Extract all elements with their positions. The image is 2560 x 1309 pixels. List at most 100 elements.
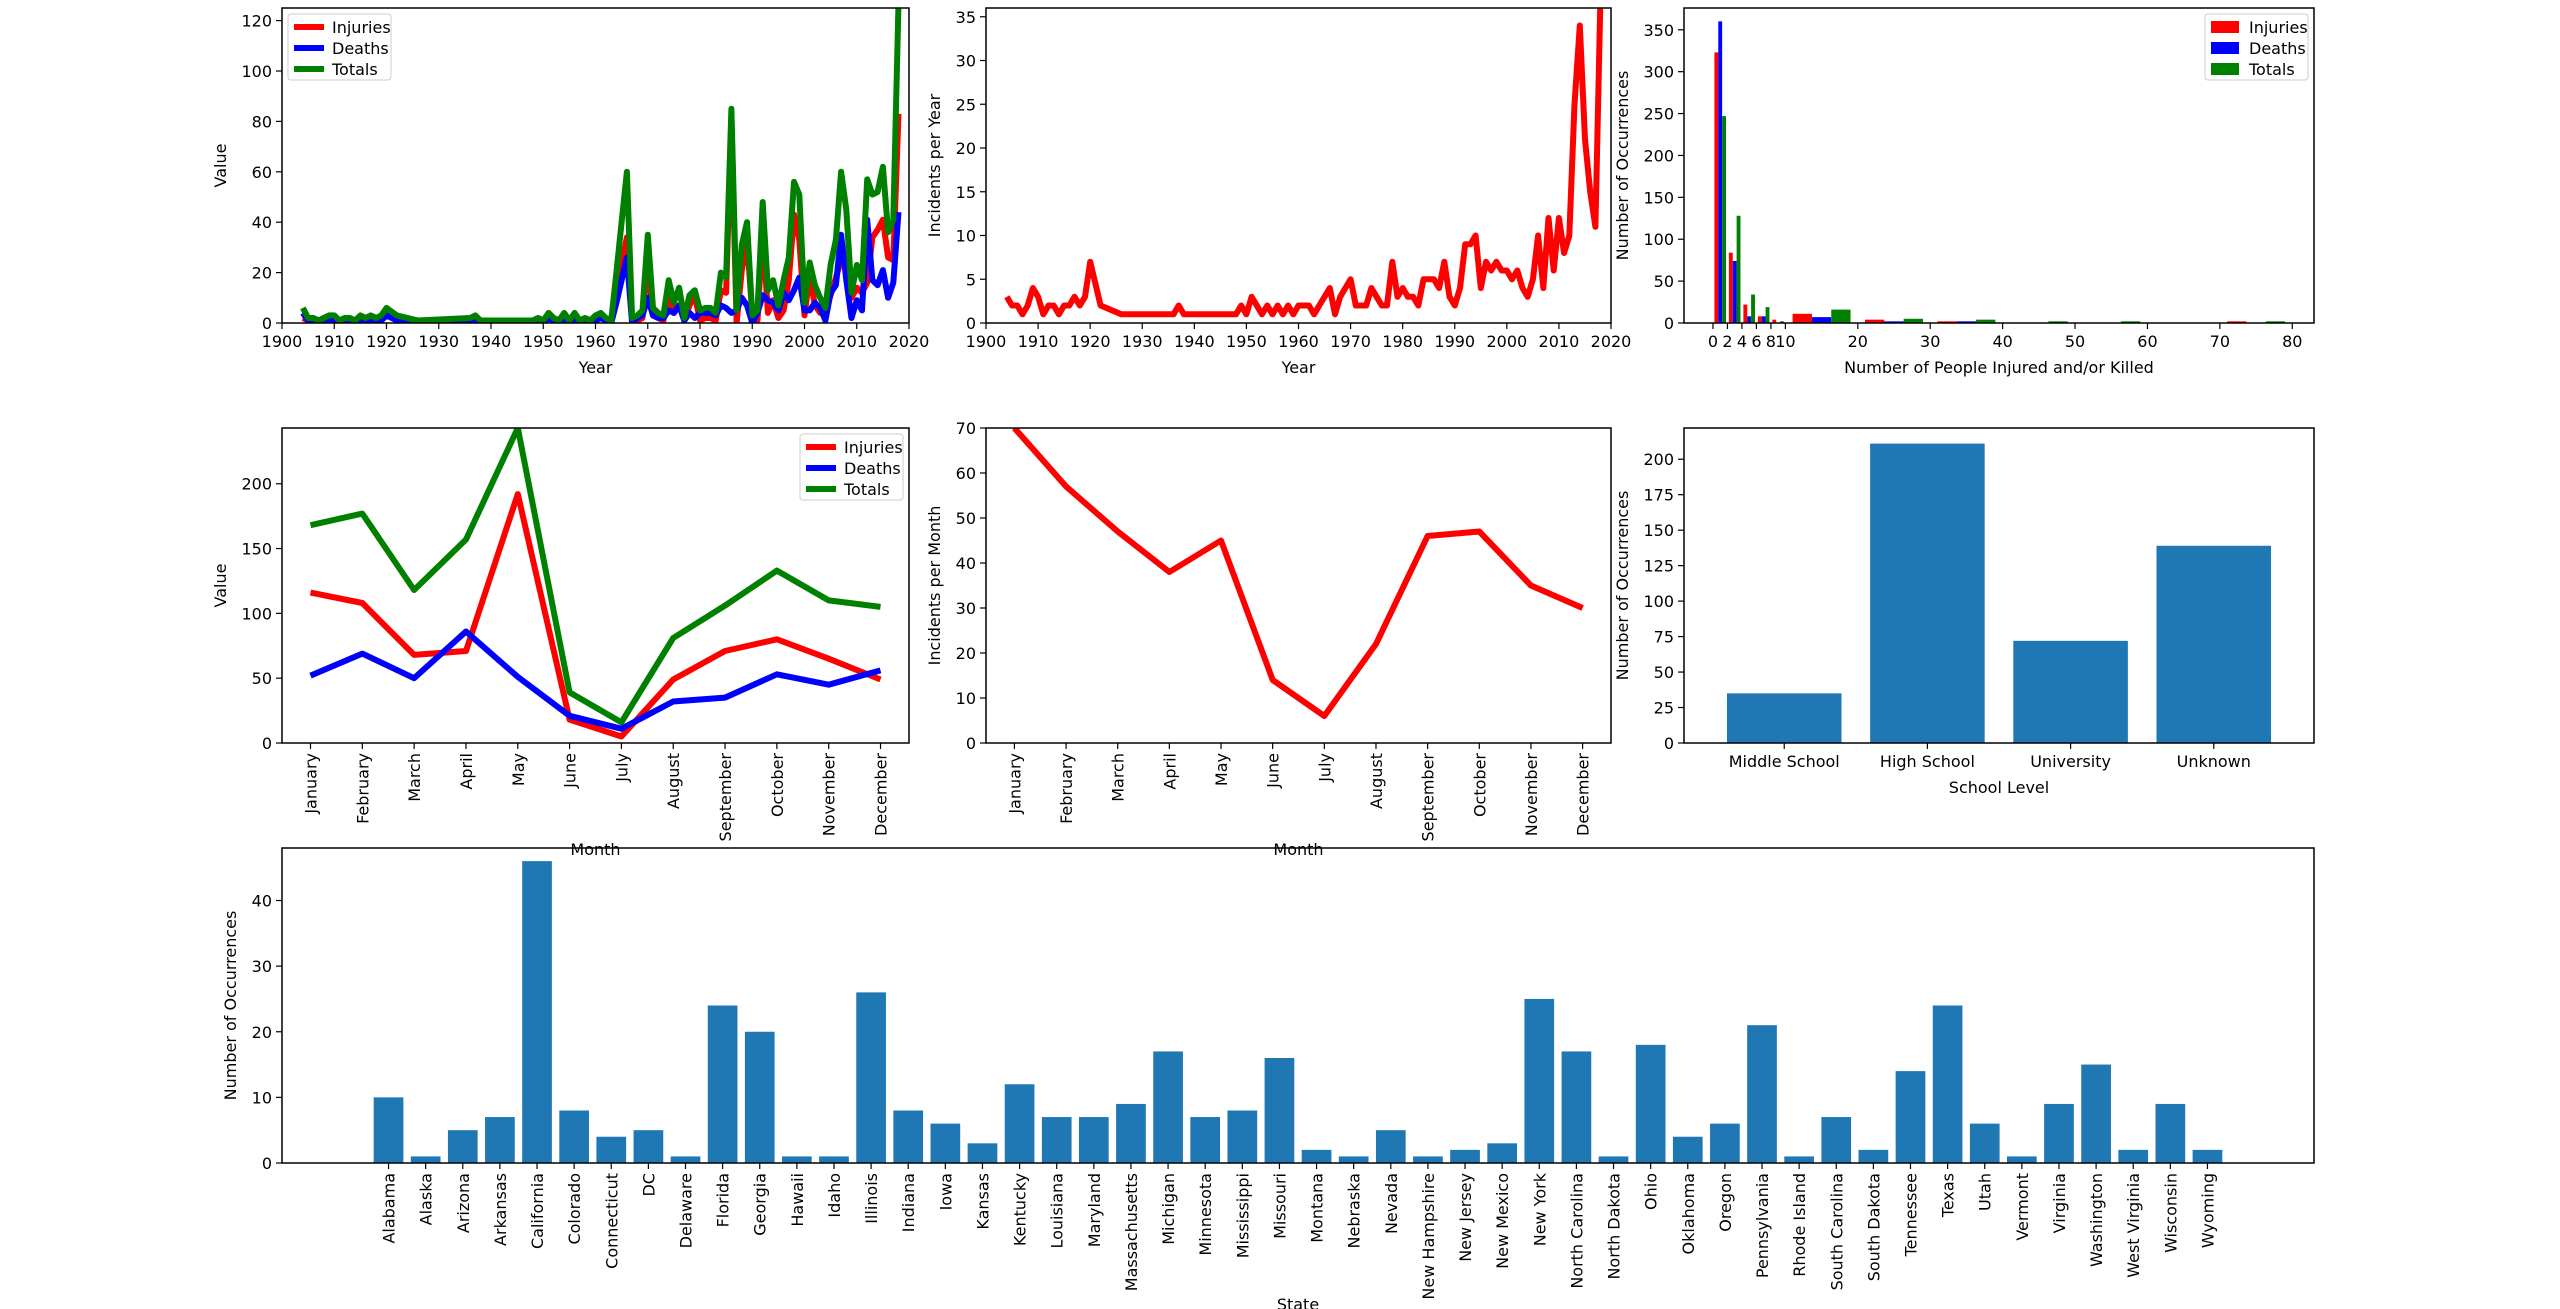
- x-tick-label: January: [302, 753, 321, 815]
- bar-totals: [2120, 321, 2141, 323]
- y-tick-label: 60: [252, 163, 272, 182]
- x-tick-label: 1970: [627, 332, 668, 351]
- legend: Injuries Deaths Totals: [287, 13, 392, 81]
- x-tick-label: 2000: [784, 332, 825, 351]
- x-tick-label: April: [457, 753, 476, 790]
- x-tick-label: High School: [1880, 752, 1975, 771]
- x-tick-label: 2010: [836, 332, 877, 351]
- y-tick-label: 200: [241, 475, 272, 494]
- y-axis-label: Incidents per Month: [925, 506, 944, 666]
- x-tick-label: Missouri: [1270, 1173, 1289, 1239]
- x-tick-label: Alaska: [417, 1173, 436, 1225]
- x-tick-label: Idaho: [825, 1173, 844, 1218]
- x-tick-label: Unknown: [2177, 752, 2251, 771]
- x-tick-label: Montana: [1308, 1173, 1327, 1243]
- bar: [2156, 545, 2272, 743]
- x-tick-label: Hawaii: [788, 1173, 807, 1227]
- bar-totals: [2265, 321, 2286, 323]
- x-tick-label: 1910: [314, 332, 355, 351]
- x-tick-label: Colorado: [565, 1173, 584, 1245]
- x-tick-label: 80: [2282, 332, 2302, 351]
- line-totals: [309, 428, 881, 726]
- bar: [2081, 1064, 2111, 1163]
- x-tick-label: Minnesota: [1196, 1173, 1215, 1256]
- y-tick-label: 250: [1643, 105, 1674, 124]
- bar-totals: [2048, 321, 2068, 323]
- y-tick-label: 35: [956, 8, 976, 27]
- y-axis-label: Number of Occurrences: [1613, 71, 1632, 261]
- x-tick-label: Virginia: [2050, 1173, 2069, 1233]
- x-tick-label: 2020: [1591, 332, 1632, 351]
- x-tick-label: 1940: [1174, 332, 1215, 351]
- y-tick-label: 30: [956, 599, 976, 618]
- bar-injuries: [1714, 52, 1719, 323]
- chart-school-level: 0 25 50 75 100 125 150 175 200 Middle School High …: [1613, 427, 2315, 797]
- y-tick-label: 150: [241, 540, 272, 559]
- x-tick-label: 4: [1737, 332, 1747, 351]
- x-tick-label: September: [716, 753, 735, 842]
- bar-deaths: [1884, 321, 1904, 323]
- chart-state: 0 10 20 30 40 Alabama Alaska Arizona Arkansas Cal…: [221, 847, 2315, 1309]
- x-tick-label: California: [528, 1173, 547, 1249]
- y-tick-label: 40: [956, 554, 976, 573]
- x-tick-label: 1900: [262, 332, 303, 351]
- x-tick-label: 1960: [1278, 332, 1319, 351]
- legend-box: [799, 433, 904, 501]
- bar: [1227, 1110, 1258, 1163]
- bar: [1821, 1117, 1852, 1163]
- legend: Injuries Deaths Totals: [2204, 13, 2309, 81]
- y-tick-label: 70: [956, 419, 976, 438]
- y-tick-label: 175: [1643, 486, 1674, 505]
- line-series: [1004, 8, 1604, 318]
- x-tick-label: North Dakota: [1605, 1173, 1624, 1280]
- y-tick-label: 25: [956, 95, 976, 114]
- x-tick-label: West Virginia: [2124, 1173, 2143, 1278]
- x-tick-label: 20: [1848, 332, 1868, 351]
- x-tick-label: 1910: [1018, 332, 1059, 351]
- bar-totals: [1722, 116, 1726, 323]
- bar: [782, 1156, 812, 1163]
- x-tick-label: 1940: [471, 332, 512, 351]
- y-tick-label: 0: [262, 314, 272, 333]
- axes-frame: [1683, 427, 2315, 744]
- y-tick-label: 40: [252, 213, 272, 232]
- bar-deaths: [1732, 261, 1737, 323]
- legend-label: Deaths: [2249, 39, 2306, 58]
- y-tick-label: 5: [966, 270, 976, 289]
- x-tick-label: 1960: [575, 332, 616, 351]
- bar-injuries: [1772, 319, 1777, 323]
- bar: [2044, 1103, 2074, 1163]
- bar: [2155, 1103, 2186, 1163]
- x-tick-label: Georgia: [751, 1173, 770, 1236]
- bar: [1710, 1123, 1740, 1163]
- axes-frame: [1683, 7, 2315, 324]
- x-tick-label: 1930: [1122, 332, 1163, 351]
- line-deaths: [300, 211, 902, 323]
- bar: [1932, 1005, 1963, 1163]
- bar: [1598, 1156, 1629, 1163]
- y-tick-label: 300: [1643, 63, 1674, 82]
- x-tick-label: March: [405, 753, 424, 802]
- line-injuries: [301, 113, 902, 323]
- x-tick-label: Arkansas: [491, 1173, 510, 1246]
- y-tick-label: 75: [1654, 628, 1674, 647]
- x-tick-label: University: [2030, 752, 2111, 771]
- x-tick-label: Texas: [1939, 1173, 1958, 1218]
- x-tick-label: January: [1005, 753, 1024, 815]
- x-tick-label: Alabama: [380, 1173, 399, 1244]
- y-tick-label: 100: [241, 604, 272, 623]
- x-tick-label: 2010: [1539, 332, 1580, 351]
- y-tick-label: 20: [252, 264, 272, 283]
- x-tick-label: 0: [1708, 332, 1718, 351]
- y-tick-label: 100: [1643, 592, 1674, 611]
- bar-injuries: [1937, 321, 1957, 323]
- bar: [1672, 1136, 1703, 1163]
- bar: [856, 992, 886, 1163]
- bar: [1487, 1143, 1518, 1163]
- y-tick-label: 25: [1654, 699, 1674, 718]
- x-tick-label: May: [1212, 753, 1231, 786]
- x-tick-label: Indiana: [899, 1173, 918, 1232]
- y-tick-label: 0: [262, 1154, 272, 1173]
- x-tick-label: March: [1109, 753, 1128, 802]
